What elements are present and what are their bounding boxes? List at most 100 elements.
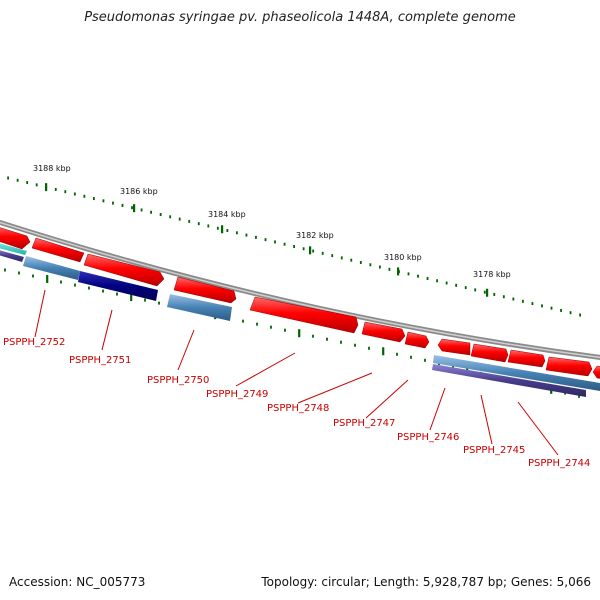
inner-minor-tick xyxy=(368,346,370,350)
cds-bar[interactable] xyxy=(23,256,80,280)
inner-minor-tick xyxy=(18,271,20,275)
ruler-major-tick xyxy=(133,204,136,213)
ruler-label: 3180 kbp xyxy=(384,253,422,262)
map-title: Pseudomonas syringae pv. phaseolicola 14… xyxy=(84,10,516,25)
cds-bar[interactable] xyxy=(0,242,27,255)
gene-arrow[interactable] xyxy=(31,237,85,263)
ruler-minor-tick xyxy=(340,256,343,260)
inner-minor-tick xyxy=(270,325,272,329)
inner-minor-tick xyxy=(452,365,454,369)
gene-callouts: PSPPH_2752 PSPPH_2751 PSPPH_2750 PSPPH_2749… xyxy=(3,289,590,469)
gene-callout-line xyxy=(517,401,559,456)
inner-minor-tick xyxy=(116,292,118,296)
gene-label[interactable]: PSPPH_2752 xyxy=(3,337,65,348)
ruler-minor-tick xyxy=(359,260,362,264)
gene-arrow[interactable] xyxy=(83,253,165,287)
gene-callout-line xyxy=(177,329,195,371)
gene-label[interactable]: PSPPH_2751 xyxy=(69,355,131,366)
gene-callout-line xyxy=(429,387,446,431)
gene-arrow[interactable] xyxy=(507,349,546,368)
gene-arrow[interactable] xyxy=(173,276,237,304)
ruler-minor-tick xyxy=(197,222,200,226)
gene-arrow[interactable] xyxy=(404,331,430,349)
inner-minor-tick xyxy=(424,358,426,362)
ruler-minor-tick xyxy=(531,302,534,306)
gene-callout-line xyxy=(365,379,409,419)
accession-label: Accession: NC_005773 xyxy=(9,575,146,589)
ruler-minor-tick xyxy=(312,249,315,253)
ruler-minor-tick xyxy=(255,235,257,239)
ruler-minor-tick xyxy=(560,308,562,312)
gene-label[interactable]: PSPPH_2744 xyxy=(528,458,590,469)
gene-label[interactable]: PSPPH_2750 xyxy=(147,375,209,386)
ruler-minor-tick xyxy=(64,190,67,194)
gene-callout-line xyxy=(34,289,46,338)
inner-minor-tick xyxy=(326,337,328,341)
ruler-major-tick xyxy=(45,183,48,192)
ruler-major-tick xyxy=(221,225,224,234)
gene-label[interactable]: PSPPH_2746 xyxy=(397,432,459,443)
gene-arrow[interactable] xyxy=(361,321,406,343)
ruler-minor-tick xyxy=(550,306,553,310)
ruler-minor-tick xyxy=(236,231,238,235)
gene-label[interactable]: PSPPH_2748 xyxy=(267,403,329,414)
ruler-label: 3182 kbp xyxy=(296,231,334,240)
gene-arrow[interactable] xyxy=(470,343,509,363)
inner-minor-tick xyxy=(32,274,34,278)
gene-callout-line xyxy=(235,352,296,387)
inner-major-tick xyxy=(46,275,49,284)
ruler-minor-tick xyxy=(93,197,95,201)
inner-minor-tick xyxy=(102,289,104,293)
inner-minor-tick xyxy=(74,283,76,287)
inner-minor-tick xyxy=(284,328,286,332)
ruler-minor-tick xyxy=(369,263,372,267)
cds-bar[interactable] xyxy=(78,271,158,301)
gene-callout-line xyxy=(101,309,113,351)
gene-arrow[interactable] xyxy=(437,338,471,356)
ruler-minor-tick xyxy=(541,304,543,308)
cds-bar[interactable] xyxy=(432,364,586,397)
ruler-minor-tick xyxy=(321,251,324,255)
inner-minor-tick xyxy=(578,394,580,398)
ruler-minor-tick xyxy=(54,187,57,191)
ruler-label: 3178 kbp xyxy=(473,270,511,279)
gene-arrow[interactable] xyxy=(545,356,593,377)
inner-minor-tick xyxy=(242,319,244,323)
gene-arrow[interactable] xyxy=(0,226,31,250)
gene-label[interactable]: PSPPH_2747 xyxy=(333,418,395,429)
inner-minor-tick xyxy=(354,343,356,347)
gene-label[interactable]: PSPPH_2745 xyxy=(463,445,525,456)
ruler-minor-tick xyxy=(216,226,219,230)
forward-strand-genes xyxy=(0,226,600,380)
ruler-minor-tick xyxy=(178,217,181,221)
inner-minor-tick xyxy=(60,280,62,284)
ruler-minor-tick xyxy=(417,274,419,278)
ruler-minor-tick xyxy=(26,181,29,185)
ruler-minor-tick xyxy=(426,276,429,280)
cds-bar[interactable] xyxy=(0,249,24,262)
ruler-minor-tick xyxy=(131,206,133,210)
cds-bar[interactable] xyxy=(167,294,232,321)
ruler-minor-tick xyxy=(474,288,477,292)
topology-label: Topology: circular; Length: 5,928,787 bp… xyxy=(261,575,591,589)
ruler-minor-tick xyxy=(579,313,581,317)
ruler-minor-tick xyxy=(121,203,124,207)
gene-label[interactable]: PSPPH_2749 xyxy=(206,389,268,400)
cds-bar[interactable] xyxy=(433,355,600,391)
ruler-minor-tick xyxy=(35,183,38,187)
ruler-minor-tick xyxy=(226,229,229,233)
gene-arrow[interactable] xyxy=(249,296,359,334)
ruler-minor-tick xyxy=(283,242,286,246)
ruler-minor-tick xyxy=(293,245,295,248)
ruler-minor-tick xyxy=(264,238,267,242)
ruler-minor-tick xyxy=(502,295,505,299)
inner-major-tick xyxy=(382,347,385,356)
ruler-minor-tick xyxy=(522,299,524,303)
gene-arrow[interactable] xyxy=(592,365,600,380)
inner-minor-tick xyxy=(410,355,412,359)
ruler-labels: 3188 kbp 3186 kbp 3184 kbp 3182 kbp 3180 kbp… xyxy=(33,164,511,279)
ruler-minor-tick xyxy=(102,199,105,203)
ruler-minor-tick xyxy=(512,297,515,301)
ruler-minor-tick xyxy=(569,311,572,315)
ruler-ticks xyxy=(7,176,581,317)
